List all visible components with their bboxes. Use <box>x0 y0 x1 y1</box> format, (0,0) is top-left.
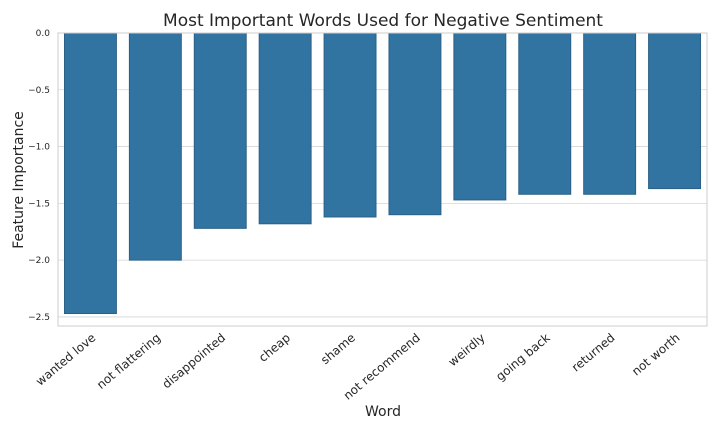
bar <box>583 32 637 195</box>
y-tick-label: 0.0 <box>36 29 51 39</box>
bar <box>648 32 702 190</box>
x-tick-label: wanted love <box>33 331 98 389</box>
y-axis-label: Feature Importance <box>11 111 27 249</box>
x-axis-label: Word <box>365 404 401 420</box>
y-tick-label: −2.0 <box>28 256 50 266</box>
bar <box>193 32 247 229</box>
x-tick-label: weirdly <box>446 331 488 370</box>
x-tick-label: shame <box>318 331 358 368</box>
bar <box>453 32 507 201</box>
bar <box>518 32 572 195</box>
plot-frame <box>57 32 708 327</box>
bar <box>258 32 312 225</box>
y-tick-label: −1.5 <box>28 199 50 209</box>
y-tick-labels: 0.0 −0.5 −1.0 −1.5 −2.0 −2.5 <box>28 29 50 323</box>
bars <box>63 32 702 315</box>
bar <box>323 32 377 218</box>
bar <box>388 32 442 216</box>
x-tick-label: not worth <box>629 331 682 379</box>
chart-title: Most Important Words Used for Negative S… <box>163 11 603 31</box>
y-tick-label: −2.5 <box>28 313 50 323</box>
x-tick-label: going back <box>493 331 552 384</box>
x-tick-label: disappointed <box>160 331 229 392</box>
y-tick-label: −1.0 <box>28 143 50 153</box>
bar <box>63 32 117 315</box>
y-tick-label: −0.5 <box>28 86 50 96</box>
x-tick-label: not flattering <box>94 331 163 392</box>
x-tick-label: returned <box>569 331 618 375</box>
bar <box>128 32 182 261</box>
x-tick-label: cheap <box>256 331 293 365</box>
